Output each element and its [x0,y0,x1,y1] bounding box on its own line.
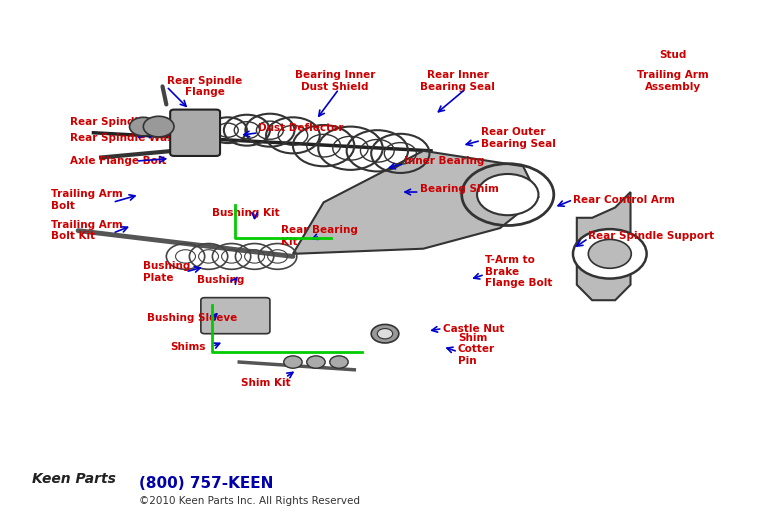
Circle shape [573,229,647,279]
Circle shape [143,116,174,137]
Circle shape [477,174,538,215]
Text: Rear Spindle Nut: Rear Spindle Nut [70,118,170,127]
Text: (800) 757-KEEN: (800) 757-KEEN [139,476,274,491]
FancyBboxPatch shape [201,298,270,334]
Text: Rear Spindle Support: Rear Spindle Support [588,231,715,241]
Text: Shim
Cotter
Pin: Shim Cotter Pin [458,333,495,366]
Text: Shims: Shims [170,341,206,352]
Text: Rear Spindle
Flange: Rear Spindle Flange [167,76,243,97]
Text: Bushing
Plate: Bushing Plate [143,261,191,283]
Circle shape [306,356,325,368]
Text: Bearing Shim: Bearing Shim [420,184,498,194]
Text: ©2010 Keen Parts Inc. All Rights Reserved: ©2010 Keen Parts Inc. All Rights Reserve… [139,496,360,506]
Text: T-Arm to
Brake
Flange Bolt: T-Arm to Brake Flange Bolt [485,255,552,289]
Text: Rear Bearing
Kit: Rear Bearing Kit [281,225,358,247]
Text: Rear Control Arm: Rear Control Arm [573,195,675,205]
Text: Dust Deflector: Dust Deflector [259,123,344,133]
Text: Bushing Kit: Bushing Kit [213,208,280,218]
Text: Trailing Arm
Bolt: Trailing Arm Bolt [52,189,123,210]
Circle shape [377,328,393,339]
Text: Inner Bearing: Inner Bearing [404,156,484,166]
Polygon shape [577,192,631,300]
Circle shape [371,324,399,343]
Text: Axle Flange Bolt: Axle Flange Bolt [70,156,167,166]
Circle shape [330,356,348,368]
Polygon shape [293,151,538,254]
Text: Trailing Arm
Bolt Kit: Trailing Arm Bolt Kit [52,220,123,241]
Text: Rear Spindle Washer: Rear Spindle Washer [70,133,193,143]
Text: Bushing: Bushing [197,275,244,284]
Text: Trailing Arm
Assembly: Trailing Arm Assembly [637,70,708,92]
FancyBboxPatch shape [170,110,220,156]
Circle shape [283,356,302,368]
Text: Castle Nut: Castle Nut [443,324,504,334]
Text: Keen Parts: Keen Parts [32,472,116,486]
Circle shape [588,239,631,268]
Text: Bearing Inner
Dust Shield: Bearing Inner Dust Shield [295,70,375,92]
Text: Shim Kit: Shim Kit [241,378,291,387]
Text: Stud: Stud [659,50,686,61]
Circle shape [129,117,157,136]
Text: Rear Outer
Bearing Seal: Rear Outer Bearing Seal [481,127,556,149]
Text: Rear Inner
Bearing Seal: Rear Inner Bearing Seal [420,70,495,92]
Text: Bushing Sleeve: Bushing Sleeve [147,313,237,323]
